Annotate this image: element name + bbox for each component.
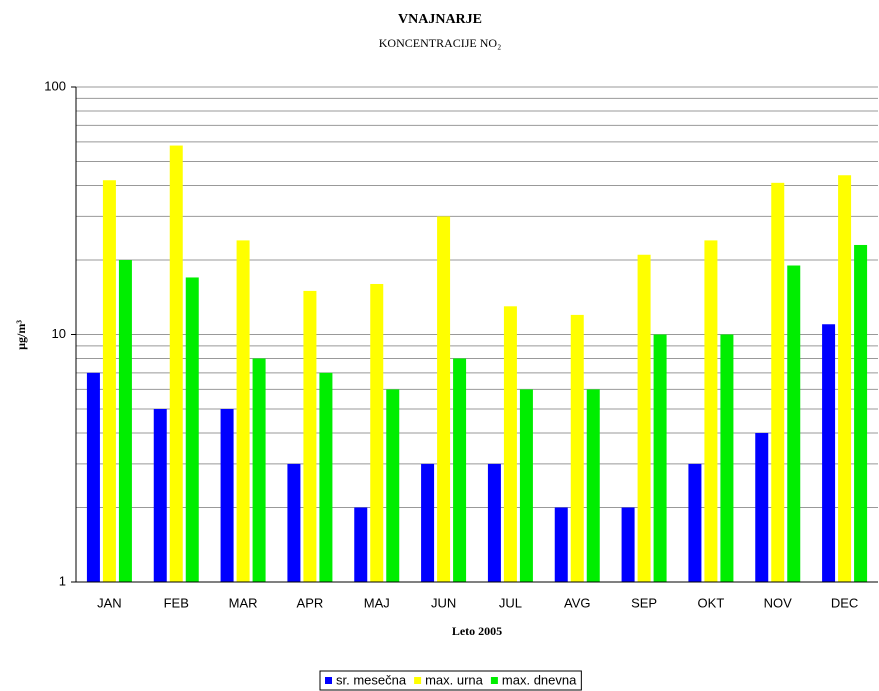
bar — [653, 334, 667, 582]
bar — [386, 389, 400, 582]
legend-label: max. dnevna — [502, 672, 577, 687]
bar — [102, 180, 116, 583]
bar — [854, 244, 868, 583]
legend-label: sr. mesečna — [336, 672, 407, 687]
chart-title: VNAJNARJE — [398, 12, 482, 27]
x-tick-label: JUL — [499, 595, 522, 610]
x-tick-label: NOV — [764, 595, 793, 610]
bar — [252, 358, 266, 582]
bar — [487, 463, 501, 582]
bar — [822, 324, 836, 582]
bar — [771, 182, 785, 582]
bar — [453, 358, 467, 582]
bar — [720, 334, 734, 582]
y-tick-label: 100 — [44, 78, 66, 93]
bar — [519, 389, 533, 582]
legend-label: max. urna — [425, 672, 484, 687]
legend-box — [319, 670, 582, 691]
bar — [86, 372, 100, 582]
bar — [236, 240, 250, 583]
bar — [621, 507, 635, 582]
y-tick-label: 1 — [59, 573, 66, 588]
bar — [319, 372, 333, 582]
chart-subtitle: KONCENTRACIJE NO₂ — [379, 36, 502, 50]
x-tick-label: FEB — [164, 595, 189, 610]
x-tick-label: SEP — [631, 595, 657, 610]
bar — [570, 314, 584, 582]
x-tick-label: APR — [297, 595, 324, 610]
x-tick-label: OKT — [698, 595, 725, 610]
bar — [503, 306, 517, 582]
bar — [153, 409, 167, 582]
legend-swatch — [414, 677, 422, 684]
legend-swatch — [490, 677, 498, 684]
x-tick-label: DEC — [831, 595, 858, 610]
bar — [185, 277, 199, 582]
bar — [755, 432, 769, 582]
bar — [287, 463, 301, 582]
x-tick-label: MAJ — [364, 595, 390, 610]
bar — [437, 216, 451, 583]
bar — [688, 463, 702, 582]
bar — [354, 507, 368, 582]
y-axis-label: µg/m³ — [14, 320, 28, 350]
bar — [421, 463, 435, 582]
bar — [704, 240, 718, 583]
x-axis-label: Leto 2005 — [452, 624, 502, 638]
bar — [220, 409, 234, 582]
bar — [169, 145, 183, 582]
x-tick-label: AVG — [564, 595, 591, 610]
bar — [303, 290, 317, 582]
bar — [370, 283, 384, 582]
bar — [554, 507, 568, 582]
x-tick-label: MAR — [229, 595, 258, 610]
legend-swatch — [325, 677, 332, 684]
y-tick-label: 10 — [52, 326, 66, 341]
bar — [118, 259, 132, 582]
bar — [787, 265, 801, 582]
x-tick-label: JAN — [97, 595, 122, 610]
bar — [586, 389, 600, 582]
bar — [838, 175, 852, 582]
bar — [637, 254, 651, 582]
x-tick-label: JUN — [431, 595, 456, 610]
